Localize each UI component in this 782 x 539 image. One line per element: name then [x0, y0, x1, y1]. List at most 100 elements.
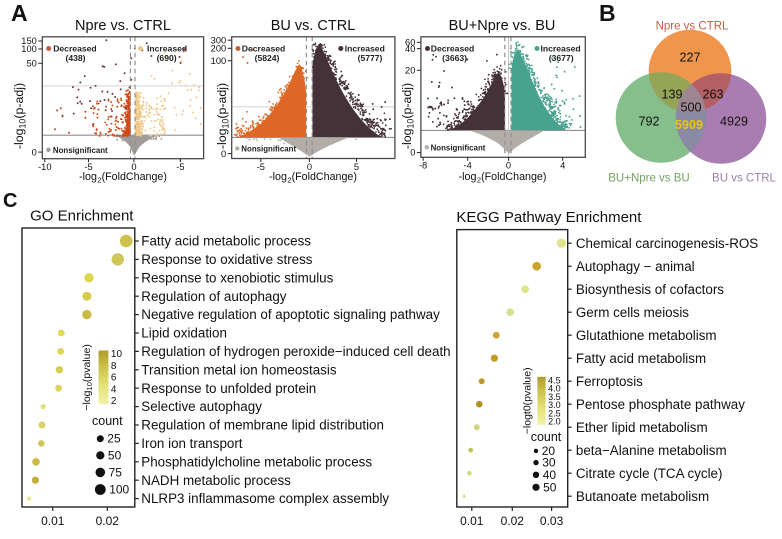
- svg-text:−logt0(pvalue): −logt0(pvalue): [522, 367, 534, 434]
- svg-text:300: 300: [211, 35, 227, 45]
- svg-text:(438): (438): [65, 53, 85, 63]
- svg-text:200: 200: [211, 44, 227, 54]
- svg-text:Lipid oxidation: Lipid oxidation: [141, 326, 227, 341]
- svg-text:Regulation of hydrogen peroxid: Regulation of hydrogen peroxide−induced …: [141, 344, 450, 359]
- svg-text:BU vs CTRL: BU vs CTRL: [712, 172, 777, 184]
- svg-text:Increased: Increased: [541, 44, 581, 54]
- svg-text:0.02: 0.02: [501, 514, 525, 528]
- svg-text:Phosphatidylcholine metabolic: Phosphatidylcholine metabolic process: [141, 454, 372, 469]
- svg-text:100: 100: [109, 483, 129, 497]
- svg-text:(5824): (5824): [255, 53, 280, 63]
- svg-text:4.5: 4.5: [548, 376, 561, 386]
- svg-text:Nonsignificant: Nonsignificant: [431, 143, 486, 152]
- svg-text:(690): (690): [157, 53, 177, 63]
- svg-text:Fatty acid metabolic process: Fatty acid metabolic process: [141, 234, 311, 249]
- svg-text:Npre vs. CTRL: Npre vs. CTRL: [75, 18, 171, 34]
- svg-text:NLRP3 inflammasome complex ass: NLRP3 inflammasome complex assembly: [141, 491, 389, 506]
- svg-text:NADH metabolic process: NADH metabolic process: [141, 473, 291, 488]
- svg-text:Increased: Increased: [345, 44, 385, 54]
- svg-text:0: 0: [131, 162, 136, 172]
- svg-text:count: count: [531, 430, 562, 444]
- svg-text:B: B: [599, 0, 616, 26]
- svg-text:Chemical carcinogenesis-ROS: Chemical carcinogenesis-ROS: [576, 236, 758, 251]
- svg-text:0.02: 0.02: [96, 514, 120, 528]
- svg-text:Nonsignificant: Nonsignificant: [241, 144, 296, 153]
- svg-text:Response to xenobiotic stimulu: Response to xenobiotic stimulus: [141, 270, 333, 285]
- svg-text:Increased: Increased: [147, 44, 187, 54]
- svg-text:50: 50: [26, 59, 36, 69]
- svg-text:Negative regulation of apoptot: Negative regulation of apoptotic signali…: [141, 307, 440, 322]
- svg-text:263: 263: [702, 88, 723, 102]
- svg-text:0: 0: [506, 161, 511, 171]
- svg-text:6: 6: [111, 373, 117, 384]
- svg-text:Regulation of membrane lipid d: Regulation of membrane lipid distributio…: [141, 418, 384, 433]
- svg-text:2.0: 2.0: [548, 417, 561, 427]
- svg-text:8: 8: [111, 361, 117, 372]
- svg-text:100: 100: [211, 56, 227, 66]
- svg-text:0.01: 0.01: [41, 514, 65, 528]
- svg-text:Decreased: Decreased: [53, 44, 96, 54]
- svg-text:count: count: [92, 414, 123, 428]
- svg-text:50: 50: [108, 448, 122, 462]
- svg-text:4: 4: [111, 384, 117, 395]
- svg-text:-5: -5: [84, 162, 92, 172]
- svg-text:-5: -5: [257, 162, 265, 172]
- svg-text:Pentose phosphate pathway: Pentose phosphate pathway: [576, 397, 745, 412]
- svg-text:-10: -10: [38, 162, 51, 172]
- svg-text:Decreased: Decreased: [242, 44, 285, 54]
- svg-text:Fatty acid metabolism: Fatty acid metabolism: [576, 351, 706, 366]
- svg-text:-log10(p-adj): -log10(p-adj): [215, 83, 231, 149]
- svg-text:BU+Npre vs BU: BU+Npre vs BU: [608, 172, 689, 184]
- svg-text:0: 0: [221, 149, 226, 159]
- svg-text:0.03: 0.03: [540, 514, 564, 528]
- svg-text:Autophagy − animal: Autophagy − animal: [576, 259, 695, 274]
- svg-text:5: 5: [354, 162, 359, 172]
- svg-text:3.0: 3.0: [548, 400, 561, 410]
- svg-text:C: C: [3, 190, 17, 212]
- svg-text:Regulation of autophagy: Regulation of autophagy: [141, 289, 286, 304]
- svg-text:150: 150: [21, 36, 37, 46]
- svg-text:Nonsignificant: Nonsignificant: [53, 146, 108, 155]
- svg-text:227: 227: [679, 51, 700, 65]
- svg-text:Ether lipid metabolism: Ether lipid metabolism: [576, 420, 708, 435]
- svg-text:25: 25: [107, 432, 121, 446]
- svg-text:60: 60: [405, 38, 415, 48]
- svg-text:(5777): (5777): [358, 53, 383, 63]
- svg-text:-log10(p-adj): -log10(p-adj): [400, 83, 416, 149]
- svg-text:KEGG Pathway Enrichment: KEGG Pathway Enrichment: [456, 209, 642, 226]
- svg-text:2.5: 2.5: [548, 408, 561, 418]
- svg-text:-5: -5: [176, 162, 184, 172]
- svg-text:-log2(FoldChange): -log2(FoldChange): [79, 171, 167, 184]
- svg-text:-log2(FoldChange): -log2(FoldChange): [269, 171, 357, 184]
- svg-text:Decreased: Decreased: [431, 44, 474, 54]
- svg-text:20: 20: [542, 444, 556, 458]
- svg-text:GO Enrichment: GO Enrichment: [30, 208, 134, 225]
- svg-text:Iron ion transport: Iron ion transport: [141, 436, 243, 451]
- svg-text:500: 500: [680, 101, 701, 115]
- svg-text:Ferroptosis: Ferroptosis: [576, 374, 643, 389]
- svg-text:BU+Npre vs. BU: BU+Npre vs. BU: [449, 18, 556, 34]
- svg-text:-log10(p-adj): -log10(p-adj): [12, 83, 28, 149]
- svg-text:3.5: 3.5: [548, 392, 561, 402]
- svg-text:4: 4: [560, 161, 565, 171]
- svg-text:4929: 4929: [720, 115, 748, 129]
- svg-text:30: 30: [542, 456, 556, 470]
- svg-text:Biosynthesis of cofactors: Biosynthesis of cofactors: [576, 282, 724, 297]
- svg-text:Germ cells meiosis: Germ cells meiosis: [576, 305, 689, 320]
- svg-text:Npre vs CTRL: Npre vs CTRL: [656, 20, 729, 32]
- svg-text:(3677): (3677): [549, 53, 574, 63]
- svg-text:Citrate cycle (TCA cycle): Citrate cycle (TCA cycle): [576, 466, 723, 481]
- svg-text:40: 40: [405, 44, 415, 54]
- svg-text:Response to unfolded protein: Response to unfolded protein: [141, 381, 316, 396]
- svg-text:20: 20: [405, 66, 415, 76]
- svg-text:-8: -8: [419, 161, 427, 171]
- svg-text:−log10(pvalue): −log10(pvalue): [81, 344, 94, 410]
- svg-text:139: 139: [661, 88, 682, 102]
- svg-text:(3663): (3663): [442, 53, 467, 63]
- svg-text:100: 100: [21, 44, 37, 54]
- svg-text:0.01: 0.01: [460, 514, 484, 528]
- svg-text:75: 75: [109, 465, 123, 479]
- svg-text:A: A: [11, 0, 28, 26]
- svg-text:Butanoate metabolism: Butanoate metabolism: [576, 489, 709, 504]
- svg-text:Selective autophagy: Selective autophagy: [141, 399, 262, 414]
